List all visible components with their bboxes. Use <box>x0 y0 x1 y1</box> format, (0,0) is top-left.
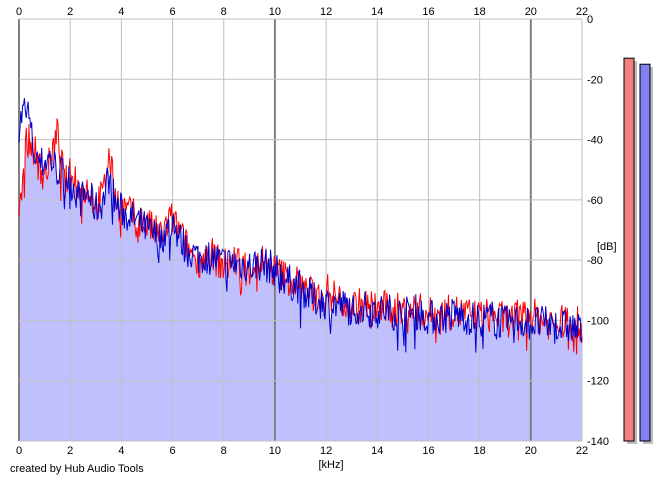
x-tick-label-bottom-11: 22 <box>576 445 588 457</box>
x-tick-label-top-7: 14 <box>371 6 383 18</box>
spectrum-area-layer <box>19 124 582 441</box>
x-tick-label-bottom-0: 0 <box>16 445 22 457</box>
x-tick-label-top-0: 0 <box>16 6 22 18</box>
y-tick-label-6: -120 <box>587 376 609 388</box>
x-tick-label-bottom-5: 10 <box>269 445 281 457</box>
level-meter-left <box>623 57 635 442</box>
series-line-left <box>18 118 583 355</box>
x-tick-label-bottom-1: 2 <box>67 445 73 457</box>
x-tick-label-bottom-3: 6 <box>169 445 175 457</box>
y-tick-label-0: 0 <box>587 14 593 26</box>
y-tick-labels: 0 -20 -40 -60 -80 -100 -120 -140 <box>587 14 609 448</box>
y-tick-label-7: -140 <box>587 436 609 448</box>
y-axis-label: [dB] <box>597 241 617 253</box>
level-meters <box>623 57 653 444</box>
x-tick-label-bottom-9: 18 <box>474 445 486 457</box>
y-tick-label-3: -60 <box>587 195 603 207</box>
x-tick-label-top-10: 20 <box>525 6 537 18</box>
level-meter-right <box>639 63 651 442</box>
x-tick-label-top-3: 6 <box>169 6 175 18</box>
x-tick-label-top-9: 18 <box>474 6 486 18</box>
series-line-right <box>18 98 583 353</box>
y-tick-label-2: -40 <box>587 135 603 147</box>
y-tick-label-4: -80 <box>587 255 603 267</box>
x-tick-label-bottom-7: 14 <box>371 445 383 457</box>
x-tick-label-top-1: 2 <box>67 6 73 18</box>
y-tick-label-1: -20 <box>587 74 603 86</box>
x-tick-label-top-5: 10 <box>269 6 281 18</box>
x-tick-label-bottom-10: 20 <box>525 445 537 457</box>
grid-layer <box>18 18 583 442</box>
x-tick-label-top-8: 16 <box>422 6 434 18</box>
x-tick-label-top-2: 4 <box>118 6 124 18</box>
x-tick-labels-top: 0 2 4 6 8 10 12 14 16 18 20 22 <box>16 6 588 18</box>
x-tick-label-bottom-6: 12 <box>320 445 332 457</box>
x-tick-labels-bottom: 0 2 4 6 8 10 12 14 16 18 20 22 <box>16 445 588 457</box>
x-tick-label-top-11: 22 <box>576 6 588 18</box>
x-tick-label-top-6: 12 <box>320 6 332 18</box>
spectrum-fill <box>19 124 582 441</box>
credit-text: created by Hub Audio Tools <box>10 463 144 475</box>
x-axis-label: [kHz] <box>318 459 343 471</box>
series-layer <box>18 98 583 355</box>
x-tick-label-top-4: 8 <box>221 6 227 18</box>
x-tick-label-bottom-4: 8 <box>221 445 227 457</box>
x-tick-label-bottom-2: 4 <box>118 445 124 457</box>
x-tick-label-bottom-8: 16 <box>422 445 434 457</box>
y-tick-label-5: -100 <box>587 315 609 327</box>
